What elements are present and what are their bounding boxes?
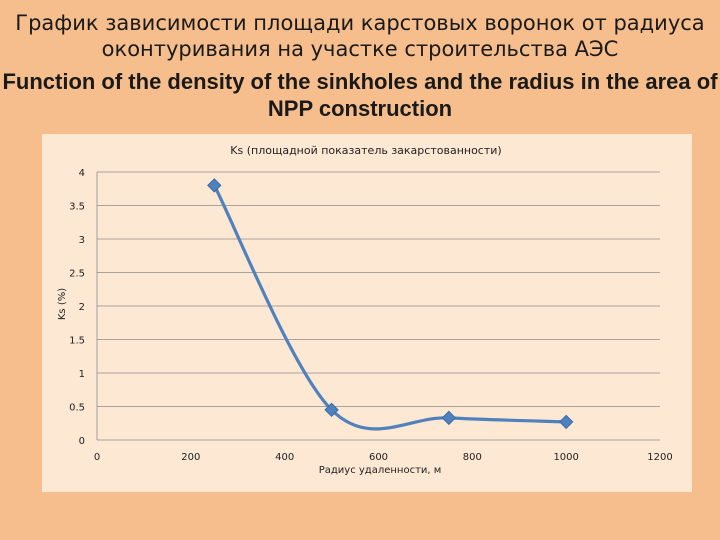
y-tick-label: 0.5 (69, 403, 85, 414)
y-axis-title: Ks (%) (57, 288, 68, 320)
y-tick-label: 1.5 (69, 336, 85, 347)
data-point-marker (441, 410, 457, 426)
data-point-marker (558, 414, 574, 430)
chart-panel: 0 0.5 1 1.5 2 2.5 3 3.5 4 0 200 400 600 800 1000 1200 … (42, 134, 692, 492)
line-chart: 00.511.522.533.54 0 200 400 600 800 1000 1200 … (57, 144, 673, 476)
series-line (212, 183, 568, 431)
chart-title: Ks (площадной показатель закарстованност… (230, 144, 501, 157)
y-tick-label: 0 (79, 436, 85, 447)
x-tick-label: 200 (181, 452, 200, 463)
y-tick-label: 4 (79, 168, 85, 179)
x-tick-label: 0 (94, 452, 100, 463)
x-tick-label: 1200 (647, 452, 672, 463)
x-tick-label: 400 (275, 452, 294, 463)
x-tick-label: 800 (463, 452, 482, 463)
y-tick-label: 3.5 (69, 202, 85, 213)
y-tick-label: 3 (79, 235, 85, 246)
y-tick-label: 1 (79, 369, 85, 380)
data-point-marker (324, 402, 339, 418)
y-tick-label: 2.5 (69, 269, 85, 280)
slide-title-russian: График зависимости площади карстовых вор… (15, 11, 705, 61)
x-tick-label: 1000 (553, 452, 578, 463)
data-point-marker (207, 178, 222, 193)
y-tick-label: 2 (79, 302, 85, 313)
x-tick-label: 600 (369, 452, 388, 463)
slide-title-english: Function of the density of the sinkholes… (2, 69, 718, 121)
x-axis-title: Радиус удаленности, м (319, 465, 442, 476)
